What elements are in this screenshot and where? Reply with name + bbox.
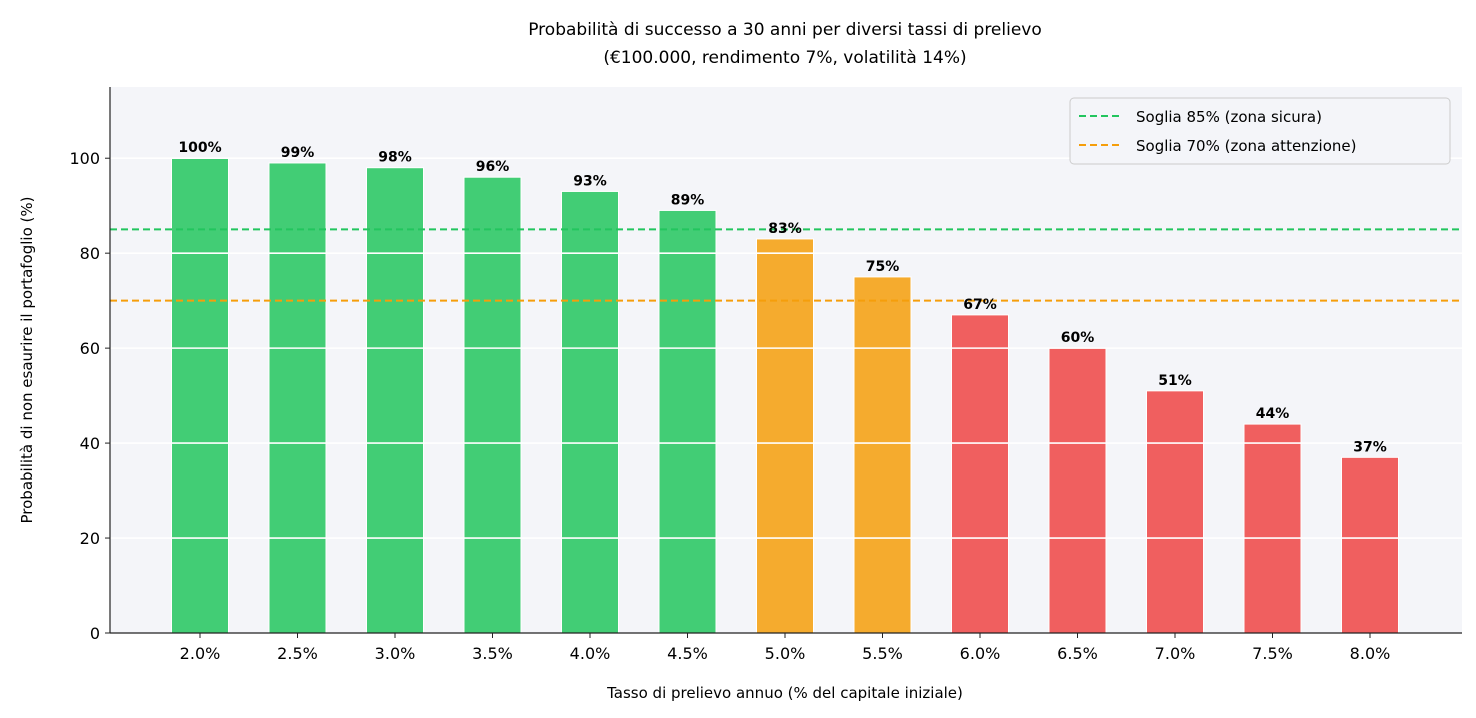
bar-6.5%: [1048, 347, 1107, 634]
x-tick-label: 6.5%: [1057, 644, 1098, 663]
x-tick-label: 7.0%: [1155, 644, 1196, 663]
data-label: 96%: [476, 159, 510, 175]
data-label: 89%: [671, 192, 705, 208]
y-axis-label: Probabilità di non esaurire il portafogl…: [18, 197, 36, 524]
legend-entry: Soglia 85% (zona sicura): [1136, 108, 1322, 126]
x-tick-label: 6.0%: [960, 644, 1001, 663]
data-label: 99%: [281, 145, 315, 161]
bar-6.0%: [951, 314, 1009, 634]
y-tick-label: 60: [80, 339, 100, 358]
bar-3.0%: [366, 167, 424, 634]
bar-7.5%: [1243, 423, 1302, 634]
data-label: 93%: [573, 173, 607, 189]
bar-5.0%: [756, 238, 814, 634]
x-tick-label: 3.5%: [472, 644, 513, 663]
legend-box: [1069, 97, 1451, 165]
y-tick-label: 100: [69, 149, 100, 168]
chart-title: Probabilità di successo a 30 anni per di…: [528, 20, 1042, 40]
data-label: 98%: [378, 150, 412, 166]
data-label: 83%: [768, 221, 802, 237]
chart-subtitle: (€100.000, rendimento 7%, volatilità 14%…: [603, 48, 966, 68]
data-label: 44%: [1256, 406, 1290, 422]
y-tick-label: 80: [80, 244, 100, 263]
data-label: 51%: [1158, 373, 1192, 389]
x-tick-label: 4.5%: [667, 644, 708, 663]
bar-5.5%: [853, 276, 912, 634]
x-tick-label: 5.0%: [765, 644, 806, 663]
bar-2.0%: [171, 157, 229, 634]
x-tick-label: 3.0%: [375, 644, 416, 663]
bar-8.0%: [1341, 456, 1399, 634]
x-tick-label: 2.5%: [277, 644, 318, 663]
data-label: 60%: [1061, 330, 1095, 346]
data-label: 37%: [1353, 439, 1387, 455]
x-tick-label: 4.0%: [570, 644, 611, 663]
bar-3.5%: [463, 176, 522, 634]
bar-4.0%: [561, 190, 619, 634]
y-tick-label: 0: [90, 624, 100, 643]
x-tick-label: 8.0%: [1350, 644, 1391, 663]
x-tick-label: 7.5%: [1252, 644, 1293, 663]
legend-entry: Soglia 70% (zona attenzione): [1136, 137, 1357, 155]
data-label: 67%: [963, 297, 997, 313]
y-tick-label: 40: [80, 434, 100, 453]
y-tick-label: 20: [80, 529, 100, 548]
x-axis-label: Tasso di prelievo annuo (% del capitale …: [606, 684, 963, 702]
data-label: 100%: [178, 140, 221, 156]
x-tick-label: 2.0%: [180, 644, 221, 663]
x-tick-label: 5.5%: [862, 644, 903, 663]
bar-2.5%: [268, 162, 327, 634]
legend: Soglia 85% (zona sicura) Soglia 70% (zona…: [1069, 97, 1451, 165]
data-label: 75%: [866, 259, 900, 275]
bar-7.0%: [1146, 390, 1204, 634]
bar-4.5%: [658, 209, 717, 634]
